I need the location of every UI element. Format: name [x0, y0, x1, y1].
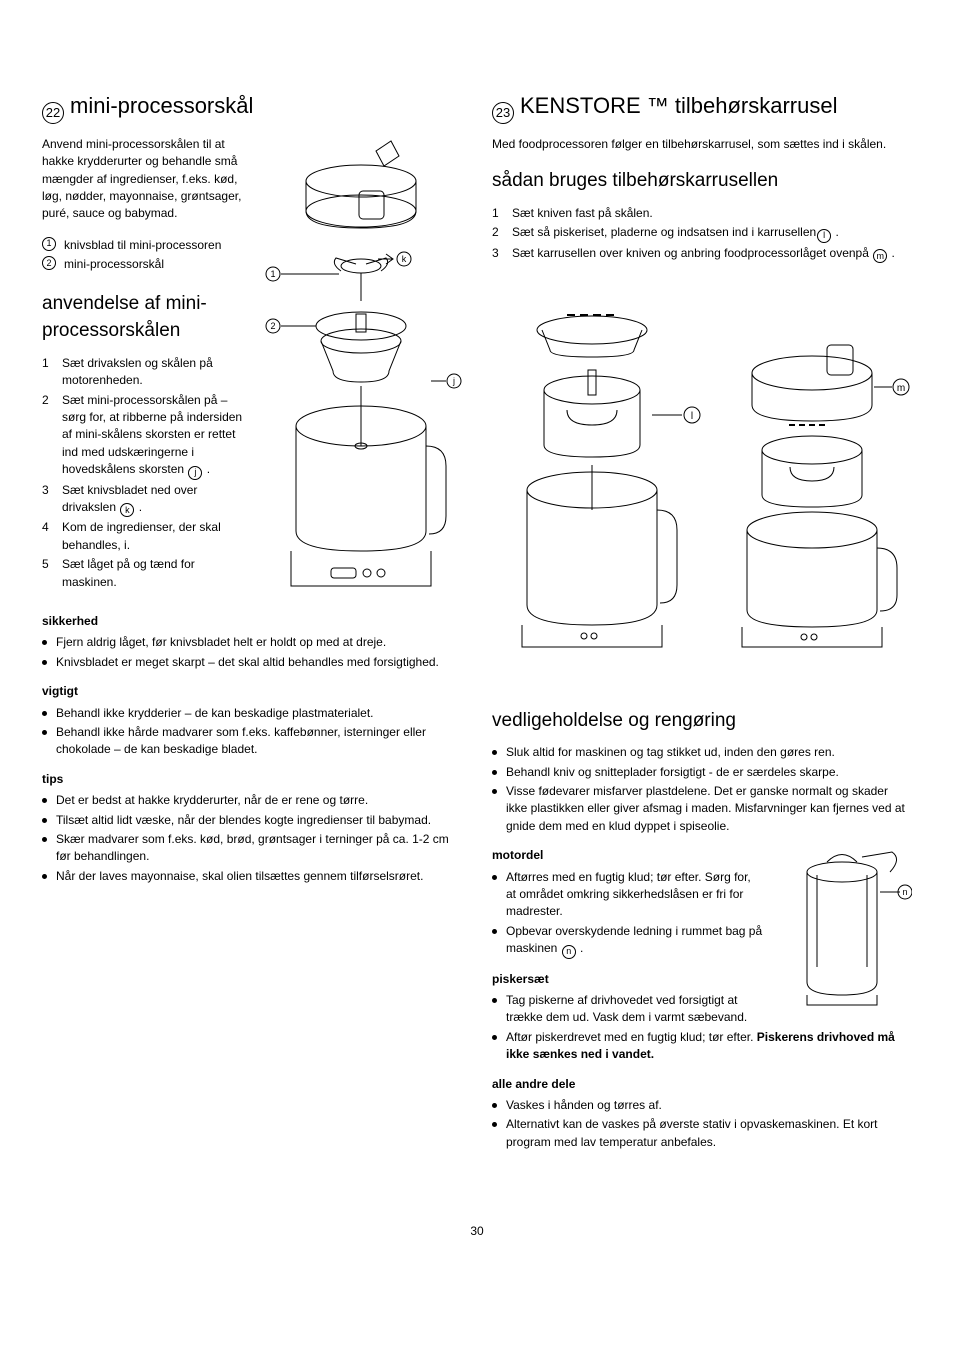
ref-j-icon: j [188, 466, 202, 480]
right-column: 23 KENSTORE ™ tilbehørskarrusel Med food… [492, 90, 912, 1163]
legend-num-icon: 1 [42, 237, 56, 251]
list-item: 1Sæt drivakslen og skålen på motorenhede… [42, 355, 252, 390]
legend-item: 2 mini-processorskål [42, 256, 252, 273]
list-item: Opbevar overskydende ledning i rummet ba… [492, 923, 912, 959]
legend-item: 1 knivsblad til mini-processoren [42, 237, 252, 254]
legend-text: knivsblad til mini-processoren [64, 237, 221, 254]
ref-k-icon: k [120, 503, 134, 517]
list-item: 3Sæt knivsbladet ned over drivakslen k . [42, 482, 252, 518]
svg-text:l: l [691, 411, 693, 422]
ref-m-icon: m [873, 249, 887, 263]
list-item: Behandl ikke hårde madvarer som f.eks. k… [42, 724, 462, 759]
legend-list: 1 knivsblad til mini-processoren 2 mini-… [42, 237, 252, 274]
svg-text:j: j [452, 376, 455, 386]
important-list: Behandl ikke krydderier – de kan beskadi… [42, 705, 462, 759]
list-item: Knivsbladet er meget skarpt – det skal a… [42, 654, 462, 671]
usage-steps: 1Sæt drivakslen og skålen på motorenhede… [42, 355, 252, 591]
important-heading: vigtigt [42, 683, 462, 700]
svg-text:m: m [897, 383, 905, 394]
list-item: Sluk altid for maskinen og tag stikket u… [492, 744, 912, 761]
list-item: Behandl ikke krydderier – de kan beskadi… [42, 705, 462, 722]
tips-heading: tips [42, 771, 462, 788]
legend-text: mini-processorskål [64, 256, 164, 273]
section-22-intro: Anvend mini-processorskålen til at hakke… [42, 136, 252, 223]
list-item: 4Kom de ingredienser, der skal behandles… [42, 519, 252, 554]
list-item: Tag piskerne af drivhovedet ved forsigti… [492, 992, 912, 1027]
safety-list: Fjern aldrig låget, før knivsbladet helt… [42, 634, 462, 671]
svg-text:k: k [402, 254, 407, 264]
section-23-intro: Med foodprocessoren følger en tilbehørsk… [492, 136, 912, 153]
list-item: Vaskes i hånden og tørres af. [492, 1097, 912, 1114]
whisk-list: Tag piskerne af drivhovedet ved forsigti… [492, 992, 912, 1064]
svg-text:1: 1 [270, 269, 275, 279]
section-22-heading-row: 22 mini-processorskål [42, 90, 462, 136]
list-item: Det er bedst at hakke krydderurter, når … [42, 792, 462, 809]
legend-num-icon: 2 [42, 256, 56, 270]
carousel-steps: 1Sæt kniven fast på skålen. 2Sæt så pisk… [492, 205, 912, 263]
safety-heading: sikkerhed [42, 613, 462, 630]
page-number: 30 [42, 1223, 912, 1240]
list-item: 1Sæt kniven fast på skålen. [492, 205, 912, 222]
section-23-heading-row: 23 KENSTORE ™ tilbehørskarrusel [492, 90, 912, 136]
care-list: Sluk altid for maskinen og tag stikket u… [492, 744, 912, 835]
ref-n-icon: n [562, 945, 576, 959]
mini-processor-illustration-icon: 1 2 k j [260, 136, 462, 596]
list-item: 3Sæt karrusellen over kniven og anbring … [492, 245, 912, 264]
care-heading: vedligeholdelse og rengøring [492, 707, 912, 735]
svg-text:2: 2 [270, 321, 275, 331]
list-item: Behandl kniv og snitteplader forsigtigt … [492, 764, 912, 781]
list-item: Fjern aldrig låget, før knivsbladet helt… [42, 634, 462, 651]
list-item: Skær madvarer som f.eks. kød, brød, grøn… [42, 831, 462, 866]
section-22-title: mini-processorskål [70, 90, 253, 122]
mini-processor-diagram: 1 2 k j [260, 136, 462, 603]
list-item: Aftør piskerdrevet med en fugtig klud; t… [492, 1029, 912, 1064]
list-item: Visse fødevarer misfarver plastdelene. D… [492, 783, 912, 835]
list-item: Tilsæt altid lidt væske, når der blendes… [42, 812, 462, 829]
list-item: 2Sæt så piskeriset, pladerne og indsatse… [492, 224, 912, 243]
section-number-22-icon: 22 [42, 102, 64, 124]
usage-heading: anvendelse af mini-processorskålen [42, 290, 252, 345]
list-item: Når der laves mayonnaise, skal olien til… [42, 868, 462, 885]
list-item: 5Sæt låget på og tænd for maskinen. [42, 556, 252, 591]
list-item: Aftørres med en fugtig klud; tør efter. … [492, 869, 912, 921]
tips-list: Det er bedst at hakke krydderurter, når … [42, 792, 462, 885]
section-number-23-icon: 23 [492, 102, 514, 124]
list-item: Alternativt kan de vaskes på øverste sta… [492, 1116, 912, 1151]
motor-list: Aftørres med en fugtig klud; tør efter. … [492, 869, 912, 959]
ref-l-icon: l [817, 229, 831, 243]
other-parts-list: Vaskes i hånden og tørres af. Alternativ… [492, 1097, 912, 1151]
section-23-title: KENSTORE ™ tilbehørskarrusel [520, 90, 837, 122]
left-column: 22 mini-processorskål Anvend mini-proces… [42, 90, 462, 1163]
other-parts-heading: alle andre dele [492, 1076, 912, 1093]
carousel-illustration-icon: l m [492, 295, 912, 655]
list-item: 2Sæt mini-processorskålen på – sørg for,… [42, 392, 252, 480]
carousel-usage-heading: sådan bruges tilbehørskarrusellen [492, 167, 912, 195]
